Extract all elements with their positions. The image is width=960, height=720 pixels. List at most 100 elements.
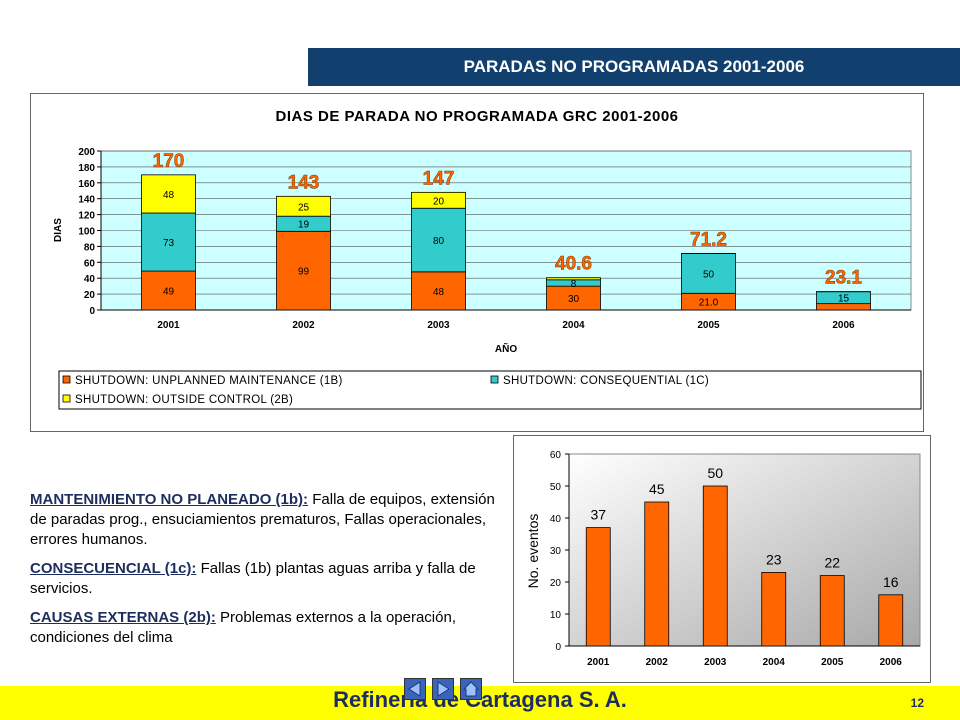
y-tick-label: 60 [84,258,96,269]
stacked-bar-chart: DIAS DE PARADA NO PROGRAMADA GRC 2001-20… [53,108,922,410]
definition-term: CONSECUENCIAL (1c): [30,560,197,577]
y-tick-label: 180 [78,163,95,174]
bar [878,594,904,647]
total-label: 23.1 [825,268,862,289]
bar [702,485,728,647]
bar [761,571,787,647]
y-axis-label: No. eventos [525,514,541,589]
bar-segment [681,253,736,294]
bar-segment [411,207,466,273]
definition-1c: CONSECUENCIAL (1c): Fallas (1b) plantas … [30,559,514,599]
segment-label: 80 [433,236,445,247]
x-axis-label: AÑO [495,342,517,355]
total-label: 40.6 [555,254,592,275]
y-tick-label: 200 [78,147,95,158]
data-label: 45 [649,481,665,497]
events-bar-chart-panel: 0 10 20 30 40 50 60 No. eventos 37 2001 45 2002 50 20… [513,435,931,683]
bar-segment [276,230,331,311]
definitions-block: MANTENIMIENTO NO PLANEADO (1b): Falla de… [30,490,514,657]
segment-label: 8 [571,279,577,290]
x-tick-label: 2005 [697,320,720,331]
nav-home-button[interactable] [460,678,482,700]
x-tick-label: 2002 [292,320,315,331]
y-tick-label: 60 [550,450,562,461]
y-tick-label: 0 [89,306,95,317]
stacked-bar-chart-panel: DIAS DE PARADA NO PROGRAMADA GRC 2001-20… [30,93,924,432]
banner-title: PARADAS NO PROGRAMADAS 2001-2006 [463,57,805,76]
segment-label: 48 [163,190,175,201]
y-tick-label: 160 [78,179,95,190]
definition-term: MANTENIMIENTO NO PLANEADO (1b): [30,491,309,508]
y-tick-label: 10 [550,610,562,621]
x-tick-label: 2003 [427,320,450,331]
x-tick-label: 2006 [832,320,855,331]
x-tick-label: 2002 [646,657,669,668]
bar [819,575,845,647]
y-tick-label: 100 [78,227,95,238]
y-axis-label: DIAS [53,218,64,242]
x-tick-label: 2004 [763,657,786,668]
x-tick-label: 2001 [157,320,180,331]
nav-forward-button[interactable] [432,678,454,700]
segment-label: 25 [298,202,310,213]
bar [585,527,611,647]
x-tick-label: 2005 [821,657,844,668]
total-label: 147 [423,168,455,189]
x-tick-label: 2001 [587,657,610,668]
events-bar-chart: 0 10 20 30 40 50 60 No. eventos 37 2001 45 2002 50 20… [525,450,921,668]
bar-segment [411,191,466,209]
y-tick-label: 30 [550,546,562,557]
segment-label: 19 [298,220,310,231]
segment-label: 21.0 [699,298,719,309]
x-tick-label: 2004 [562,320,585,331]
segment-label: 48 [433,287,445,298]
segment-label: 15 [838,294,850,305]
data-label: 23 [766,551,782,567]
bar-segment [141,174,196,214]
data-label: 22 [824,555,840,571]
total-label: 143 [288,172,320,193]
legend-swatch [62,394,71,403]
segment-label: 50 [703,269,715,280]
page-number: 12 [910,696,924,710]
y-tick-label: 40 [84,274,96,285]
segment-label: 99 [298,267,310,278]
definition-text: Falla de equipos, extensión de paradas p… [30,491,495,548]
legend-swatch [62,375,71,384]
segment-label: 73 [163,238,175,249]
total-label: 71.2 [690,229,727,250]
definition-1b: MANTENIMIENTO NO PLANEADO (1b): Falla de… [30,490,514,550]
y-tick-label: 20 [84,290,96,301]
data-label: 37 [590,507,606,523]
segment-label: 30 [568,294,580,305]
home-icon [462,681,480,697]
y-tick-label: 20 [550,578,562,589]
slide-banner: PARADAS NO PROGRAMADAS 2001-2006 [308,48,960,86]
chart-title: DIAS DE PARADA NO PROGRAMADA GRC 2001-20… [275,108,678,125]
y-tick-label: 40 [550,514,562,525]
legend-box [58,370,922,410]
bar-segment [546,277,601,281]
legend-entry: SHUTDOWN: OUTSIDE CONTROL (2B) [75,394,293,406]
y-tick-label: 50 [550,482,562,493]
segment-label: 20 [433,196,445,207]
nav-back-button[interactable] [404,678,426,700]
footer-bar: Refinería de Cartagena S. A. 12 [0,678,960,720]
y-tick-label: 80 [84,242,96,253]
legend-entry: SHUTDOWN: CONSEQUENTIAL (1C) [503,375,709,387]
total-label: 170 [153,151,185,172]
data-label: 50 [707,465,723,481]
x-tick-label: 2003 [704,657,727,668]
legend-swatch [490,375,499,384]
bar-segment [411,271,466,311]
y-tick-label: 120 [78,211,95,222]
triangle-right-icon [437,681,450,697]
legend-entry: SHUTDOWN: UNPLANNED MAINTENANCE (1B) [75,375,343,387]
triangle-left-icon [408,681,421,697]
bar-segment [276,195,331,217]
definition-2b: CAUSAS EXTERNAS (2b): Problemas externos… [30,608,514,648]
x-tick-label: 2006 [880,657,903,668]
data-label: 16 [883,574,899,590]
definition-text: Problemas externos a la operación, condi… [30,609,456,646]
y-tick-label: 0 [555,642,561,653]
